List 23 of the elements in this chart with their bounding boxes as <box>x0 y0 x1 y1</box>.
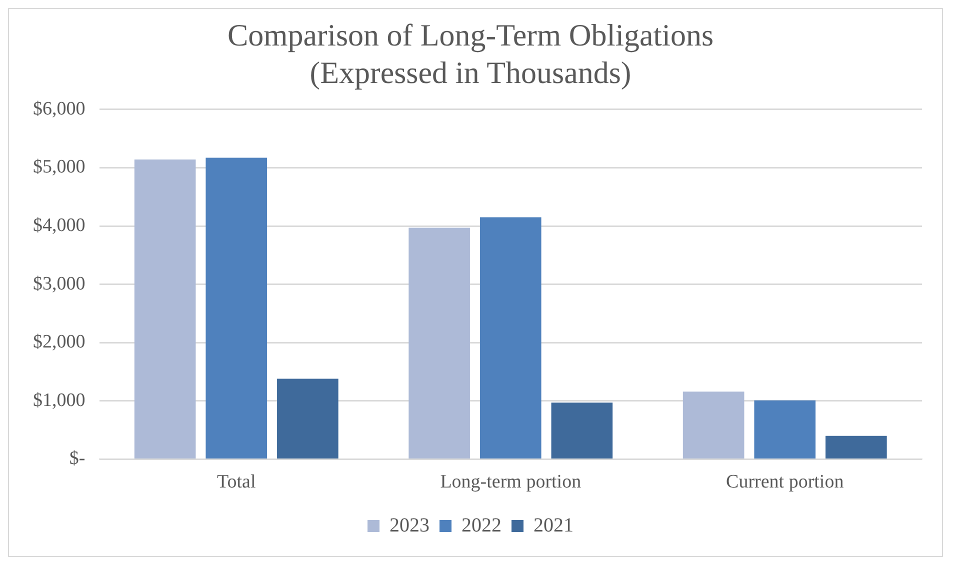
y-tick-label: $5,000 <box>33 156 86 178</box>
chart-title: Comparison of Long-Term Obligations (Expressed in Thousands) <box>227 18 714 90</box>
y-tick-label: $4,000 <box>33 214 86 236</box>
bar <box>480 217 542 458</box>
legend-label: 2021 <box>534 514 574 536</box>
bar <box>551 402 613 458</box>
y-tick-label: $6,000 <box>33 98 86 120</box>
x-tick-label: Total <box>216 472 256 493</box>
y-tick-label: $3,000 <box>33 273 86 294</box>
y-tick-label: $1,000 <box>33 390 86 411</box>
bar <box>754 400 816 458</box>
bar <box>277 378 338 458</box>
bar <box>408 228 470 458</box>
x-tick-label: Current portion <box>726 472 844 493</box>
legend-label: 2023 <box>390 514 430 536</box>
x-tick-label: Long-term portion <box>440 472 582 493</box>
bar <box>826 436 887 458</box>
bar <box>134 160 196 458</box>
legend-label: 2022 <box>462 514 502 536</box>
y-tick-label: $- <box>69 448 86 470</box>
bar <box>206 158 268 458</box>
y-tick-label: $2,000 <box>33 332 86 353</box>
bar <box>682 392 744 458</box>
